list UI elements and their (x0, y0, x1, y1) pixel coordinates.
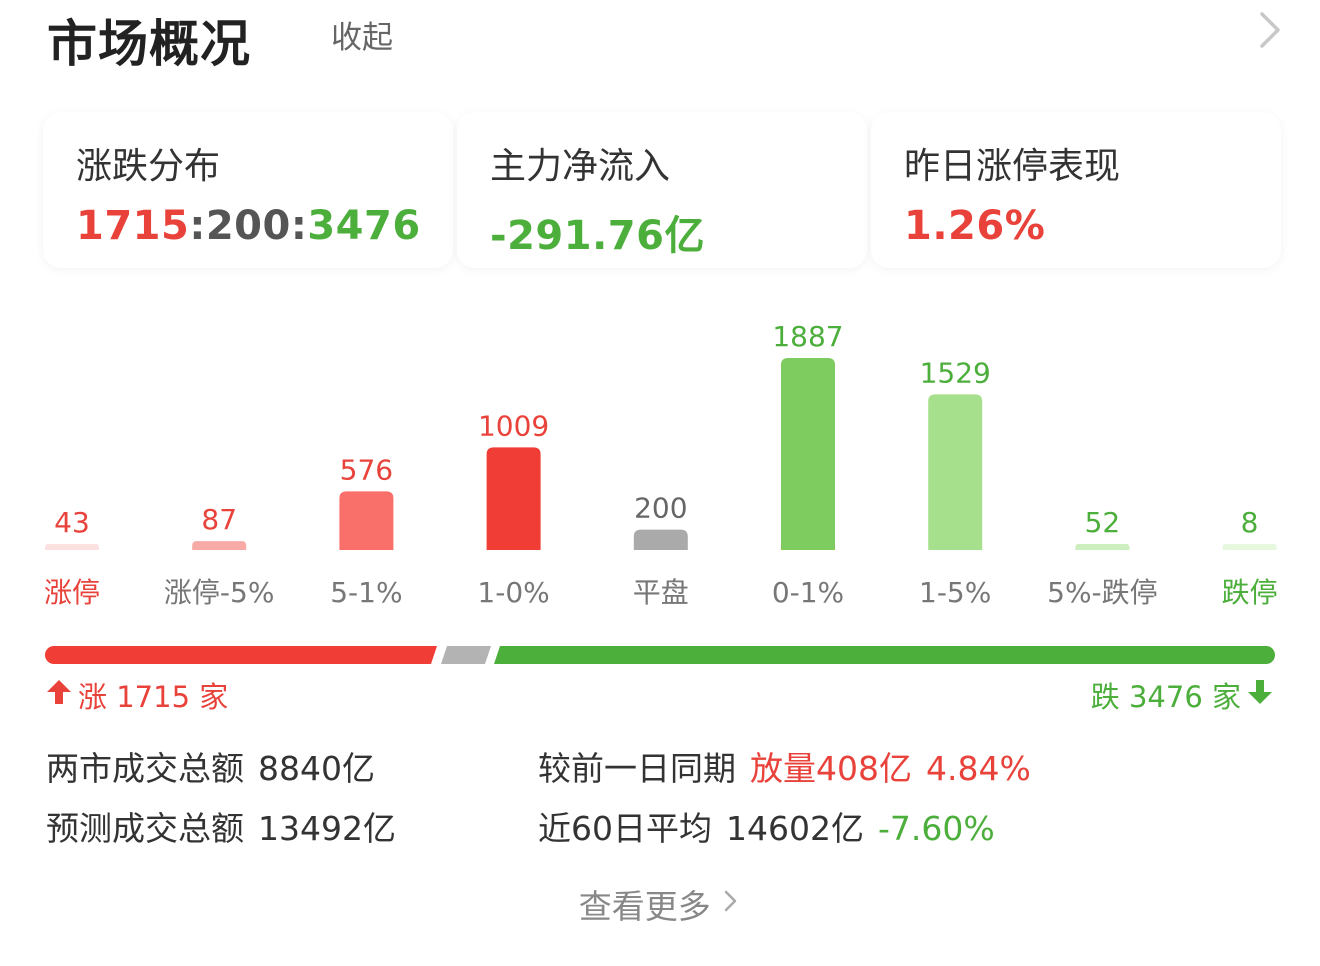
avg60-label: 近60日平均 (538, 809, 712, 848)
card-label: 昨日涨停表现 (904, 146, 1121, 187)
compare-pct: 4.84% (926, 749, 1031, 788)
flat-proportion-bar (441, 646, 491, 664)
category-label: 5%-跌停 (1047, 576, 1158, 609)
compare-label: 较前一日同期 (538, 749, 736, 788)
bar (192, 541, 247, 550)
ratio-separator: : (290, 203, 308, 249)
up-count: 1715 (76, 203, 190, 249)
bar-value-label: 8 (1241, 506, 1259, 539)
collapse-button[interactable]: 收起 (331, 20, 393, 56)
flat-count: 200 (205, 203, 291, 249)
category-label: 1-0% (477, 576, 549, 609)
category-label: 涨停 (44, 576, 100, 609)
view-more-link[interactable]: 查看更多 (0, 880, 1320, 928)
category-label: 跌停 (1222, 576, 1278, 609)
view-more-label: 查看更多 (578, 887, 711, 926)
predicted-value: 13492亿 (258, 809, 396, 848)
card-label: 涨跌分布 (76, 146, 221, 187)
compare-value: 放量408亿 (750, 749, 912, 788)
card-main-net-inflow[interactable]: 主力净流入 -291.76亿 (457, 112, 867, 268)
bar (45, 544, 99, 550)
bar-value-label: 43 (54, 506, 90, 539)
card-label: 主力净流入 (490, 146, 671, 187)
avg60-row: 近60日平均 14602亿 -7.60% (538, 802, 1009, 850)
bar (928, 394, 983, 550)
category-label: 5-1% (330, 576, 402, 609)
bar-value-label: 200 (634, 492, 687, 525)
predicted-label: 预测成交总额 (46, 809, 244, 848)
bar (781, 358, 835, 550)
down-count: 3476 (307, 203, 421, 249)
bar (633, 529, 688, 550)
bar-value-label: 1529 (920, 356, 991, 389)
bar-value-label: 52 (1085, 506, 1121, 539)
chevron-right-icon[interactable] (1250, 8, 1290, 52)
bar-value-label: 87 (201, 503, 237, 536)
page-title: 市场概况 (47, 15, 251, 73)
bar-value-label: 1887 (772, 320, 843, 353)
chevron-right-icon (721, 885, 741, 924)
bar (339, 491, 394, 550)
category-label: 1-5% (919, 576, 991, 609)
card-limit-up-performance[interactable]: 昨日涨停表现 1.26% (871, 112, 1281, 268)
up-summary: 涨 1715 家 (46, 674, 228, 716)
category-label: 平盘 (633, 576, 689, 609)
ratio-separator: : (189, 203, 206, 249)
distribution-ratio: 1715:200:3476 (76, 203, 421, 249)
net-inflow-value: -291.76亿 (490, 213, 705, 259)
turnover-row: 两市成交总额 8840亿 (46, 742, 389, 790)
limit-up-performance-value: 1.26% (904, 203, 1046, 249)
compare-row: 较前一日同期 放量408亿 4.84% (538, 742, 1045, 790)
arrow-up-icon (46, 678, 72, 712)
down-summary-text: 跌 3476 家 (1090, 680, 1241, 714)
up-proportion-bar (45, 646, 437, 664)
bar-value-label: 576 (340, 453, 393, 486)
bar (1222, 544, 1277, 550)
avg60-pct: -7.60% (877, 809, 995, 848)
up-summary-text: 涨 1715 家 (78, 680, 229, 714)
down-proportion-bar (494, 646, 1275, 664)
arrow-down-icon (1247, 678, 1273, 712)
bar (1075, 544, 1130, 550)
card-up-down-distribution[interactable]: 涨跌分布 1715:200:3476 (43, 112, 453, 268)
avg60-value: 14602亿 (726, 809, 864, 848)
predicted-row: 预测成交总额 13492亿 (46, 802, 410, 850)
turnover-value: 8840亿 (258, 749, 375, 788)
category-label: 0-1% (772, 576, 844, 609)
bar (486, 447, 541, 550)
bar-value-label: 1009 (478, 409, 549, 442)
turnover-label: 两市成交总额 (46, 749, 244, 788)
down-summary: 跌 3476 家 (1091, 674, 1273, 716)
category-label: 涨停-5% (164, 576, 275, 609)
distribution-bar-chart: 43 涨停 87 涨停-5% 576 5-1% 1009 1-0% 200 平盘 1887 0-1% 1… (44, 320, 1278, 609)
